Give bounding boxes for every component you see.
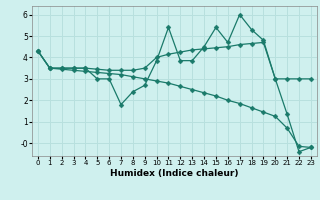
X-axis label: Humidex (Indice chaleur): Humidex (Indice chaleur) [110,169,239,178]
